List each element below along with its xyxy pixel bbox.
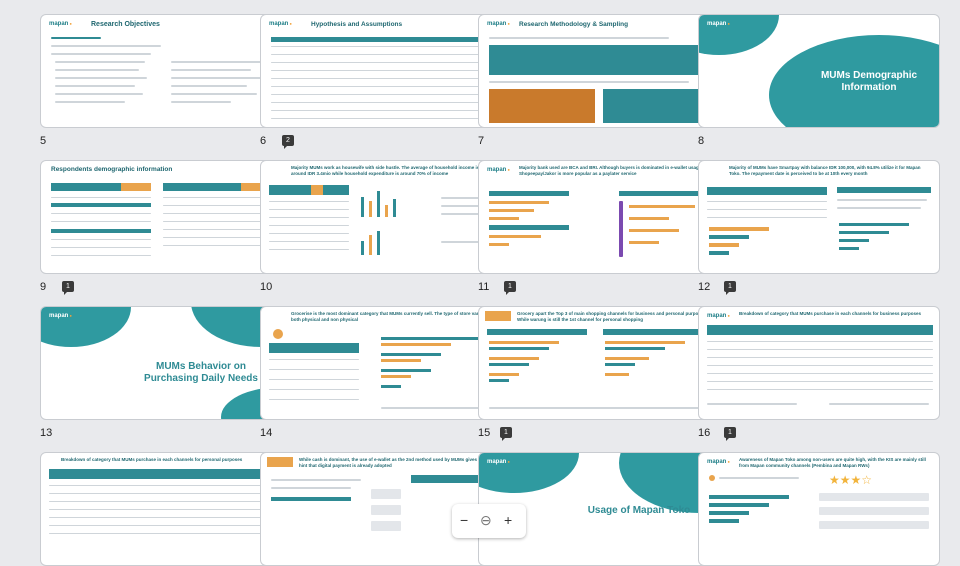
slide-title: MUMs Demographic Information [820, 70, 918, 93]
star-rating-icon: ★★★☆ [829, 473, 873, 487]
slide-preview[interactable]: mapan MUMs Demographic Information [698, 14, 940, 128]
mapan-logo: mapan [269, 21, 292, 27]
slide-preview[interactable]: Respondents demographic information [40, 160, 282, 274]
slide-preview[interactable]: mapan Hypothesis and Assumptions [260, 14, 502, 128]
slide-preview[interactable]: mapan MUMs Behavior on Purchasing Daily … [40, 306, 282, 420]
slide-title: Majority MUMs work as housewife with sid… [291, 165, 480, 176]
slide-title: Research Methodology & Sampling [519, 21, 629, 28]
comment-badge[interactable]: 1 [504, 281, 516, 295]
slide-title: Majority of MUMs have Smartpay with bala… [729, 165, 921, 176]
mapan-logo: mapan [49, 313, 72, 319]
slide-number: 10 [260, 281, 273, 293]
slide-title: While cash is dominant, the use of e-wal… [299, 457, 481, 468]
slide-preview[interactable]: mapan Majority bank used are BCA and BRI… [478, 160, 720, 274]
slide-preview[interactable]: mapan Breakdown of category that MUMs pu… [698, 306, 940, 420]
slide-title: Hypothesis and Assumptions [311, 21, 403, 28]
mapan-logo: mapan [707, 21, 730, 27]
comment-badge[interactable]: 1 [724, 281, 736, 295]
slide-sorter-grid: mapan Research Objectives 5 mapan Hypoth… [0, 0, 960, 546]
slide-title: Research Objectives [91, 21, 160, 28]
slide-number: 14 [260, 427, 273, 439]
slide-title: Majority bank used are BCA and BRI. Alth… [519, 165, 703, 176]
mapan-logo: mapan [49, 21, 72, 27]
slide-preview[interactable]: mapan Research Methodology & Sampling [478, 14, 720, 128]
slide-number: 8 [698, 135, 705, 147]
comment-badge[interactable]: 1 [724, 427, 736, 441]
slide-preview[interactable]: Grocerise is the most dominant category … [260, 306, 502, 420]
slide-title: MUMs Behavior on Purchasing Daily Needs [144, 361, 258, 384]
slide-preview[interactable]: Grocery apart the Top 3 of main shopping… [478, 306, 720, 420]
slide-title: Usage of Mapan Toko [587, 505, 691, 516]
mapan-logo: mapan [707, 459, 730, 465]
slide-preview[interactable]: Breakdown of category that MUMs purchase… [40, 452, 282, 566]
comment-badge[interactable]: 1 [62, 281, 74, 295]
slide-number: 16 [698, 427, 711, 439]
slide-number: 7 [478, 135, 485, 147]
slide-number: 15 [478, 427, 491, 439]
slide-preview[interactable]: Majority of MUMs have Smartpay with bala… [698, 160, 940, 274]
zoom-out-button[interactable]: − [460, 512, 469, 528]
slide-title: Breakdown of category that MUMs purchase… [61, 457, 243, 462]
slide-number: 12 [698, 281, 711, 293]
slide-title: Breakdown of category that MUMs purchase… [739, 311, 922, 316]
slide-preview[interactable]: mapan Awareness of Mapan Toko among non-… [698, 452, 940, 566]
slide-preview[interactable]: Majority MUMs work as housewife with sid… [260, 160, 502, 274]
comment-badge[interactable]: 2 [282, 135, 294, 149]
zoom-in-button[interactable]: + [504, 512, 513, 528]
mapan-logo: mapan [487, 167, 510, 173]
mapan-logo: mapan [707, 313, 730, 319]
slide-number: 13 [40, 427, 53, 439]
slide-title: Respondents demographic information [51, 166, 173, 173]
slide-number: 5 [40, 135, 47, 147]
slide-title: Grocerise is the most dominant category … [291, 311, 487, 322]
mapan-logo: mapan [487, 459, 510, 465]
slide-number: 11 [478, 281, 490, 293]
slide-title: Grocery apart the Top 3 of main shopping… [517, 311, 707, 322]
slide-title: Awareness of Mapan Toko among non-users … [739, 457, 926, 468]
slide-preview[interactable]: mapan Research Objectives [40, 14, 282, 128]
slide-number: 9 [40, 281, 47, 293]
comment-badge[interactable]: 1 [500, 427, 512, 441]
zoom-magnifier-icon[interactable]: ⊖ [480, 512, 492, 528]
zoom-controls: − ⊖ + [452, 504, 526, 538]
slide-number: 6 [260, 135, 267, 147]
mapan-logo: mapan [487, 21, 510, 27]
